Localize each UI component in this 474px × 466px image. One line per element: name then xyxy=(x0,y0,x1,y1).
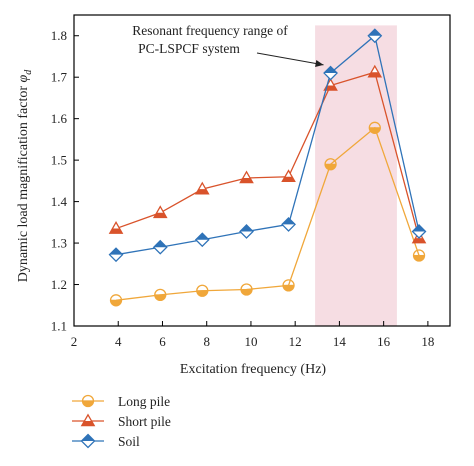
series-line xyxy=(115,126,420,301)
data-point xyxy=(367,28,383,44)
data-point xyxy=(154,288,167,302)
x-axis-label: Excitation frequency (Hz) xyxy=(180,362,326,377)
data-point xyxy=(109,294,123,307)
data-point xyxy=(239,170,254,184)
data-point xyxy=(412,249,426,262)
legend-item: Soil xyxy=(72,433,140,449)
y-tick-label: 1.5 xyxy=(51,153,67,168)
y-tick-label: 1.2 xyxy=(51,277,67,292)
x-tick-label: 12 xyxy=(289,334,302,349)
series-soil xyxy=(108,28,427,263)
data-point xyxy=(281,216,296,232)
data-point xyxy=(411,224,427,239)
series-long-pile xyxy=(109,121,426,307)
data-point xyxy=(194,232,210,248)
x-tick-label: 4 xyxy=(115,334,122,349)
plot-frame xyxy=(73,14,451,327)
data-point xyxy=(194,181,210,195)
series-layer xyxy=(108,28,427,307)
y-tick-label: 1.8 xyxy=(51,28,67,43)
data-point xyxy=(282,279,295,292)
x-tick-label: 14 xyxy=(333,334,347,349)
legend: Long pile Short pile Soil xyxy=(72,394,171,449)
x-tick-label: 10 xyxy=(244,334,257,349)
axis-ticks: 2 4 6 8 10 12 14 16 18 1.1 1.2 1.3 1.4 1.5 1.6 1.7 1.8 xyxy=(51,28,435,349)
data-point xyxy=(108,221,124,234)
legend-item: Long pile xyxy=(72,394,170,409)
data-point xyxy=(152,205,168,219)
y-tick-label: 1.4 xyxy=(51,194,68,209)
legend-marker xyxy=(81,394,95,408)
data-point xyxy=(368,121,381,134)
data-point xyxy=(324,158,337,171)
annotation-line-1: Resonant frequency range of xyxy=(132,23,288,38)
data-point xyxy=(367,64,383,78)
data-point xyxy=(108,247,124,263)
legend-marker xyxy=(80,433,96,449)
data-point xyxy=(152,239,168,255)
x-tick-label: 2 xyxy=(71,334,78,349)
data-point xyxy=(281,169,296,183)
data-point xyxy=(196,284,209,297)
series-line xyxy=(115,71,420,239)
y-tick-label: 1.3 xyxy=(51,236,67,251)
x-tick-label: 16 xyxy=(377,334,391,349)
data-point xyxy=(323,77,338,91)
data-point xyxy=(239,224,254,239)
y-axis-symbol: φ xyxy=(16,74,31,82)
y-tick-label: 1.1 xyxy=(51,319,67,334)
legend-label: Short pile xyxy=(118,414,171,429)
annotation-line-2: PC-LSPCF system xyxy=(138,41,240,56)
y-axis-subscript: d xyxy=(23,69,34,75)
y-axis-label: Dynamic load magnification factor φd xyxy=(16,69,34,283)
series-line xyxy=(115,34,420,256)
x-tick-label: 6 xyxy=(159,334,166,349)
legend-item: Short pile xyxy=(72,413,171,429)
legend-label: Soil xyxy=(118,434,140,449)
y-tick-label: 1.7 xyxy=(51,70,68,85)
annotation-arrow xyxy=(256,52,324,66)
y-tick-label: 1.6 xyxy=(51,111,68,126)
x-tick-label: 18 xyxy=(421,334,434,349)
annotation-arrowhead xyxy=(315,60,324,67)
x-tick-label: 8 xyxy=(203,334,210,349)
legend-marker xyxy=(80,413,96,427)
data-point xyxy=(240,283,253,296)
data-point xyxy=(323,65,338,81)
legend-label: Long pile xyxy=(118,394,170,409)
